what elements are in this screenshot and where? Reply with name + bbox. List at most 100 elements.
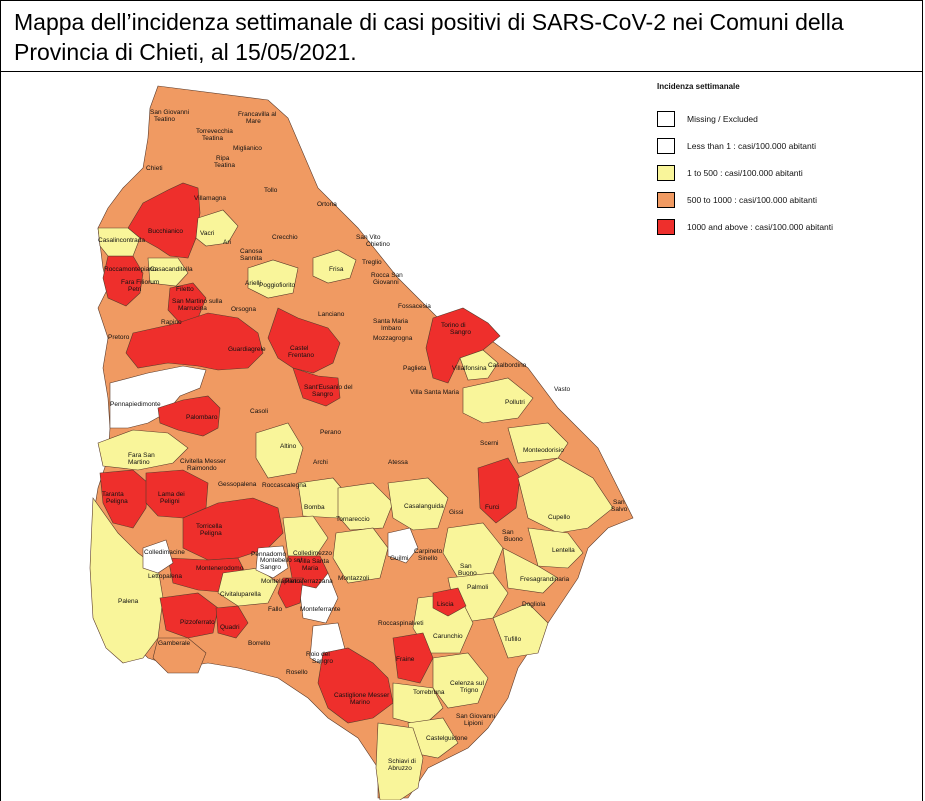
- label-torino: Torino di Sangro: [441, 322, 471, 336]
- region-schiavi: [375, 722, 424, 800]
- label-mozzagrogna: Mozzagrogna: [373, 335, 413, 342]
- region-pennapiedimonte: [109, 365, 207, 429]
- region-montebello: [255, 545, 289, 579]
- label-rosello: Rosello: [286, 669, 308, 676]
- region-guilmi: [387, 527, 419, 564]
- legend-item-500-to-1000: 500 to 1000 : casi/100.000 abitanti: [657, 186, 907, 213]
- label-san-martino: San Martino sulla Marrucina: [172, 298, 223, 312]
- label-atessa: Atessa: [388, 459, 408, 466]
- label-bomba: Bomba: [304, 504, 325, 511]
- label-pietraferrazzana: Pietraferrazzana: [285, 578, 333, 585]
- label-roccaspinalveti: Roccaspinalveti: [378, 620, 424, 627]
- page-title: Mappa dell’incidenza settimanale di casi…: [14, 9, 844, 65]
- label-gamberale: Gamberale: [158, 640, 191, 647]
- region-cupello: [517, 457, 614, 534]
- label-carunchio: Carunchio: [433, 633, 463, 640]
- label-gissi: Gissi: [449, 509, 463, 516]
- region-vacri: [195, 209, 239, 247]
- label-lettopalena: Lettopalena: [148, 573, 182, 580]
- map-regions: [89, 85, 634, 800]
- label-scerni: Scerni: [480, 440, 498, 447]
- label-casacanditella: Casacanditella: [150, 266, 193, 273]
- region-pietraferrazzana: [277, 577, 304, 609]
- label-guardiagrele: Guardiagrele: [228, 346, 266, 353]
- label-san-vito: San Vito Chietino: [356, 234, 390, 248]
- label-frisa: Frisa: [329, 266, 344, 273]
- label-san-giovanni-lipioni: San Giovanni Lipioni: [456, 713, 495, 727]
- label-tollo: Tollo: [264, 187, 278, 194]
- label-rocca-san-giovanni: Rocca San Giovanni: [371, 272, 403, 286]
- label-palombaro: Palombaro: [186, 414, 218, 421]
- label-pollutri: Pollutri: [505, 399, 525, 406]
- label-montelapiano: Montelapiano: [261, 578, 300, 585]
- region-guardiagrele: [125, 312, 264, 371]
- legend-label-1000-above: 1000 and above : casi/100.000 abitanti: [687, 221, 834, 232]
- label-roccascalegna: Roccascalegna: [262, 482, 307, 489]
- label-santa-maria-imbaro: Santa Maria Imbaro: [373, 318, 408, 332]
- label-torrevecchia: Torrevecchia Teatina: [196, 128, 233, 142]
- label-vacri: Vacri: [200, 230, 214, 237]
- region-quadri: [215, 605, 249, 639]
- region-arielli: [247, 259, 299, 299]
- label-palmoli: Palmoli: [467, 584, 488, 591]
- label-castel-frentano: Castel Frentano: [288, 345, 314, 359]
- region-tufillo: [492, 602, 549, 659]
- label-ripa: Ripa Teatina: [214, 155, 235, 169]
- label-guilmi: Guilmi: [390, 555, 408, 562]
- label-villamagna: Villamagna: [194, 195, 226, 202]
- label-villalfonsina: Villalfonsina: [452, 365, 487, 372]
- legend-swatch-1-to-500: [657, 164, 675, 181]
- label-lama: Lama dei Peligni: [158, 491, 185, 505]
- label-carpineto: Carpineto Sinello: [414, 548, 443, 562]
- label-villa-santa-maria: Villa Santa Maria: [298, 558, 329, 572]
- region-liscia: [432, 587, 467, 617]
- label-fraine: Fraine: [396, 656, 415, 663]
- legend-swatch-less-than-1: [657, 137, 675, 154]
- legend-title: Incidenza settimanale: [657, 82, 740, 91]
- label-fresagrandinaria: Fresagrandinaria: [520, 576, 570, 583]
- region-gamberale: [152, 637, 207, 674]
- label-rapino: Rapino: [161, 319, 182, 326]
- region-taranta: [99, 469, 149, 529]
- label-civitaluparella: Civitaluparella: [220, 591, 261, 598]
- choropleth-map: San Giovanni Teatino Francavilla al Mare T…: [89, 85, 634, 800]
- label-arielli: Arielli: [245, 280, 261, 287]
- label-francavilla: Francavilla al Mare: [238, 111, 277, 125]
- region-palena: [89, 497, 164, 664]
- region-montazzoli: [332, 527, 389, 584]
- label-castiglione: Castiglione Messer Marino: [334, 692, 390, 706]
- label-casalanguida: Casalanguida: [404, 503, 444, 510]
- region-pollutri: [462, 377, 534, 424]
- label-monteodorisio: Monteodorisio: [523, 447, 564, 454]
- legend-label-1-to-500: 1 to 500 : casi/100.000 abitanti: [687, 167, 803, 178]
- label-canosa: Canosa Sannita: [240, 248, 263, 262]
- region-villalfonsina: [459, 349, 499, 381]
- label-san-salvo: San Salvo: [611, 499, 628, 513]
- region-colledimacine: [142, 539, 174, 574]
- label-schiavi: Schiavi di Abruzzo: [388, 758, 416, 772]
- legend-swatch-missing: [657, 110, 675, 127]
- label-pennadomo: Pennadomo: [251, 551, 286, 558]
- label-san-buono-top: San Buono: [502, 529, 523, 543]
- region-lentella: [527, 527, 584, 569]
- label-civitella: Civitella Messer Raimondo: [180, 458, 227, 472]
- label-miglianico: Miglianico: [233, 145, 262, 152]
- region-tornareccio: [337, 482, 394, 531]
- label-roio: Roio del Sangro: [306, 651, 333, 665]
- label-cupello: Cupello: [548, 514, 570, 521]
- label-san-buono: San Buono: [458, 563, 477, 577]
- legend-item-less-than-1: Less than 1 : casi/100.000 abitanti: [657, 132, 907, 159]
- label-colledimacine: Colledimacine: [144, 549, 185, 556]
- region-torricella: [182, 497, 284, 561]
- region-castel-frentano: [267, 307, 341, 374]
- legend-label-less-than-1: Less than 1 : casi/100.000 abitanti: [687, 140, 817, 151]
- label-fossacesia: Fossacesia: [398, 303, 431, 310]
- label-ortona: Ortona: [317, 201, 337, 208]
- legend-item-missing: Missing / Excluded: [657, 105, 907, 132]
- label-lentella: Lentella: [552, 547, 575, 554]
- label-altino: Altino: [280, 443, 297, 450]
- region-monteodorisio: [507, 422, 569, 464]
- label-pennapiedimonte: Pennapiedimonte: [110, 401, 161, 408]
- region-frisa: [312, 249, 357, 284]
